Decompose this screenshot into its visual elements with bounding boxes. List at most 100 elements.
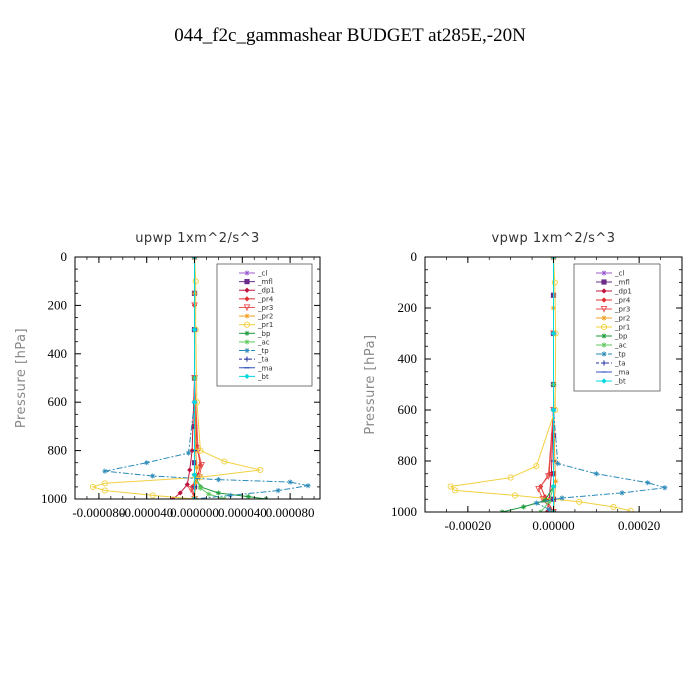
series-point-bp — [215, 490, 222, 496]
series-point-dp1 — [170, 496, 176, 499]
y-tick-label: 600 — [48, 394, 68, 409]
legend-marker-mfl — [244, 279, 250, 285]
series-point-tp — [215, 477, 222, 483]
series-point-tp — [185, 450, 192, 456]
legend-label: _ac — [257, 338, 270, 346]
series-point-dp1 — [184, 481, 190, 488]
y-axis-label: Pressure [hPa] — [14, 328, 29, 428]
legend-label: _pr2 — [614, 315, 630, 323]
legend-marker-pr1 — [243, 321, 251, 328]
legend-marker-pr1 — [600, 323, 608, 331]
series-line-pr1 — [449, 257, 631, 512]
series-point-tp — [102, 468, 108, 474]
x-tick-label: 0.000000 — [170, 505, 219, 520]
series-group — [89, 257, 311, 499]
series-point-pr1 — [192, 278, 199, 285]
series-point-bt — [191, 399, 198, 405]
legend-marker-mfl — [601, 279, 607, 285]
legend-label: _bp — [614, 333, 628, 341]
series-point-pr1 — [101, 480, 108, 487]
y-tick-label: 0 — [411, 249, 418, 264]
series-point-bt — [550, 483, 557, 490]
legend-marker-ta — [601, 360, 607, 366]
series-point-tp — [555, 460, 561, 467]
y-tick-label: 400 — [398, 351, 418, 366]
series-point-tp — [227, 492, 233, 498]
series-point-tp — [533, 500, 539, 506]
legend-label: _ta — [257, 356, 269, 364]
legend-label: _pr1 — [257, 321, 273, 329]
y-tick-label: 800 — [48, 443, 68, 458]
x-tick-label: 0.000080 — [266, 505, 315, 520]
legend-marker-pr2 — [244, 313, 250, 319]
legend-marker-ac — [601, 342, 607, 348]
legend-label: _bt — [257, 373, 269, 381]
legend-box — [216, 263, 313, 387]
legend-marker-dp1 — [244, 287, 250, 293]
series-point-bp — [245, 493, 251, 499]
legend-label: _dp1 — [257, 287, 275, 295]
legend-box — [573, 263, 661, 392]
series-point-pr1 — [447, 483, 454, 490]
legend-label: _pr3 — [257, 304, 273, 312]
legend-marker-tp — [244, 347, 250, 354]
series-point-tp — [619, 490, 625, 496]
series-point-pr1 — [533, 463, 540, 470]
series-point-ac — [206, 491, 212, 497]
legend-marker-pr4 — [244, 296, 250, 302]
x-tick-label: 0.00020 — [618, 518, 660, 533]
legend-label: _pr3 — [614, 306, 630, 314]
legend-label: _pr4 — [614, 297, 631, 305]
y-tick-label: 200 — [398, 300, 418, 315]
legend-label: _pr4 — [257, 295, 274, 303]
series-point-tp — [287, 479, 293, 485]
series-point-pr2 — [553, 478, 559, 484]
y-tick-label: 400 — [48, 346, 68, 361]
legend-label: _ma — [257, 364, 273, 372]
y-tick-label: 800 — [398, 453, 418, 468]
series-point-tp — [144, 460, 150, 466]
legend-marker-pr4 — [601, 297, 607, 303]
x-tick-label: -0.000080 — [72, 505, 125, 520]
series-point-pr1 — [197, 447, 204, 454]
y-tick-label: 600 — [398, 402, 418, 417]
series-point-pr2 — [193, 479, 199, 485]
series-point-bp — [520, 504, 527, 510]
series-point-ac — [197, 485, 204, 491]
legend-label: _bt — [614, 378, 626, 386]
legend-label: _ac — [614, 342, 627, 350]
legend-label: _mfl — [614, 279, 630, 287]
legend-marker-bp — [244, 330, 250, 336]
series-point-pr1 — [197, 474, 204, 481]
series-point-pr3 — [198, 462, 206, 469]
series-point-pr3 — [545, 473, 552, 480]
series-point-pr1 — [576, 498, 583, 505]
series-point-pr3 — [187, 486, 195, 493]
series-point-bt — [191, 472, 198, 478]
legend-marker-bt — [601, 378, 607, 384]
legend-marker-bp — [601, 333, 607, 339]
series-point-tp — [645, 480, 651, 486]
series-point-pr2 — [194, 464, 200, 471]
legend: _cl_mfl_dp1_pr4_pr3_pr2_pr1_bp_ac_tp_ta_… — [573, 263, 661, 392]
panel-title: vpwp 1xm^2/s^3 — [491, 231, 615, 246]
legend-label: _tp — [614, 351, 626, 359]
series-point-tp — [546, 506, 552, 512]
series-point-pr1 — [610, 503, 617, 510]
legend-marker-ac — [244, 339, 250, 345]
series-point-pr3 — [535, 486, 542, 493]
y-tick-label: 200 — [48, 297, 68, 312]
x-tick-label: -0.00020 — [445, 518, 492, 533]
legend-label: _mfl — [257, 278, 273, 286]
series-point-ac — [546, 499, 552, 505]
legend-label: _tp — [257, 347, 269, 355]
series-point-pr1 — [257, 466, 264, 474]
legend-marker-ta — [244, 356, 250, 362]
series-point-pr1 — [221, 458, 228, 465]
legend-marker-cl — [601, 270, 607, 276]
x-tick-label: -0.000040 — [120, 505, 173, 520]
series-point-bt — [550, 407, 557, 413]
panel-title: upwp 1xm^2/s^3 — [135, 231, 260, 246]
legend-marker-pr2 — [601, 315, 607, 321]
